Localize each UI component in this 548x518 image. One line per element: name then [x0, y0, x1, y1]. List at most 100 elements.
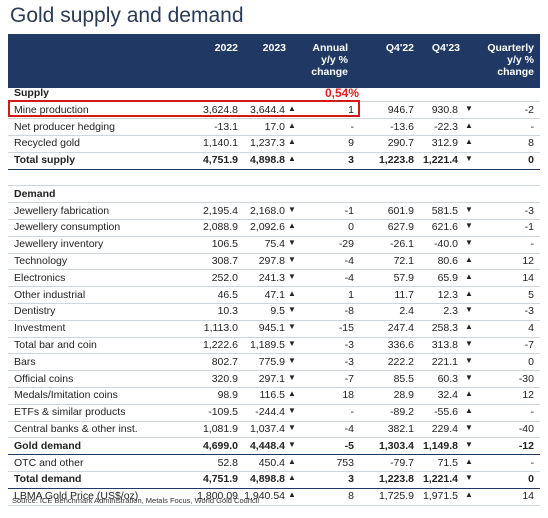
row-divider [8, 151, 540, 153]
value-2023: 450.4 [258, 456, 285, 469]
value-q4-23: 1,221.4 [422, 154, 458, 167]
value-q4-23: 60.3 [437, 372, 458, 385]
row-divider [8, 403, 540, 405]
up-arrow-icon: ▲ [465, 288, 473, 298]
value-2023: 945.1 [258, 322, 285, 335]
down-arrow-icon: ▼ [288, 322, 296, 332]
row-divider [8, 370, 540, 372]
value-2022: 2,195.4 [202, 204, 238, 217]
up-arrow-icon: ▲ [288, 389, 296, 399]
value-2023: 116.5 [259, 389, 286, 402]
value-2022: 252.0 [211, 271, 238, 284]
down-arrow-icon: ▼ [288, 355, 296, 365]
quarterly-change: 8 [528, 137, 534, 150]
value-2022: 10.3 [217, 305, 238, 318]
value-2022: 98.9 [217, 389, 238, 402]
value-q4-22: 28.9 [393, 389, 414, 402]
header-2022: 2022 [214, 42, 238, 54]
highlight-box [8, 100, 360, 117]
up-arrow-icon: ▲ [288, 120, 296, 130]
annual-change: -1 [344, 204, 354, 217]
row-divider [8, 185, 540, 187]
spacer-row [8, 169, 540, 186]
value-2023: 9.5 [270, 305, 285, 318]
quarterly-change: 12 [522, 389, 534, 402]
value-q4-23: 313.8 [431, 339, 458, 351]
row-label: Central banks & other inst. [14, 423, 138, 435]
quarterly-change: 12 [522, 255, 534, 267]
page-title: Gold supply and demand [10, 4, 244, 27]
row-label: Jewellery consumption [14, 221, 121, 234]
row-label: Demand [14, 187, 56, 200]
annual-change: -4 [344, 255, 354, 267]
up-arrow-icon: ▲ [465, 271, 473, 281]
quarterly-change: 0 [528, 154, 534, 167]
table-row: Total supply 4,751.9 4,898.8 ▲ 3 1,223.8 1,221… [8, 152, 540, 169]
annual-change: 3 [348, 473, 354, 486]
down-arrow-icon: ▼ [288, 255, 296, 264]
value-q4-22: 1,223.8 [378, 473, 414, 486]
table-row: Gold demand 4,699.0 4,448.4 ▼ -5 1,303.4 1,149… [8, 438, 540, 455]
value-2023: 241.3 [258, 271, 285, 284]
value-2022: 1,800.09 [197, 490, 238, 503]
annual-change: -8 [344, 305, 354, 318]
value-q4-22: 382.1 [387, 423, 414, 435]
value-q4-22: 1,725.9 [378, 490, 414, 503]
row-divider [8, 118, 540, 120]
annual-change: 8 [348, 490, 354, 503]
table-row: Net producer hedging -13.1 17.0 ▲ - -13.6 -22.… [8, 119, 540, 136]
value-2023: 1,189.5 [249, 339, 285, 351]
annual-change: -3 [344, 355, 354, 368]
row-divider [8, 470, 540, 472]
value-q4-22: 57.9 [393, 271, 414, 284]
table-row: Mine production 3,624.8 3,644.4 ▲ 1 946.7 930.… [8, 102, 540, 119]
value-q4-23: -22.3 [434, 120, 458, 133]
row-label: Recycled gold [14, 137, 80, 150]
value-2022: -109.5 [208, 406, 238, 419]
row-divider [8, 454, 540, 456]
row-divider [8, 302, 540, 304]
row-divider [8, 168, 540, 170]
value-q4-23: 71.5 [437, 456, 458, 469]
up-arrow-icon: ▲ [465, 255, 473, 264]
value-2023: 1,037.4 [249, 423, 285, 435]
value-2022: 106.5 [211, 238, 238, 251]
value-q4-22: 72.1 [393, 255, 414, 267]
table-header: 2022 2023 Annual y/y % change Q4'22 Q4'2… [8, 34, 540, 88]
row-divider [8, 336, 540, 338]
value-2022: 1,081.9 [202, 423, 238, 435]
up-arrow-icon: ▲ [465, 389, 473, 399]
value-2022: 1,140.1 [202, 137, 238, 150]
row-label: Supply [14, 87, 50, 99]
row-label: Bars [14, 355, 36, 368]
value-q4-23: 221.1 [431, 355, 458, 368]
value-q4-22: 627.9 [387, 221, 414, 234]
quarterly-change: -30 [518, 372, 534, 385]
quarterly-change: 5 [528, 288, 534, 301]
row-label: Net producer hedging [14, 120, 115, 133]
table-row: Bars 802.7 775.9 ▼ -3 222.2 221.1 ▼ 0 [8, 354, 540, 371]
table-row: Jewellery consumption 2,088.9 2,092.6 ▲ 0 627… [8, 219, 540, 236]
value-q4-22: 601.9 [387, 204, 414, 217]
up-arrow-icon: ▲ [465, 456, 473, 466]
up-arrow-icon: ▲ [465, 120, 473, 130]
annual-change: -15 [338, 322, 354, 335]
table-row: OTC and other 52.8 450.4 ▲ 753 -79.7 71.5 ▲ - [8, 455, 540, 472]
up-arrow-icon: ▲ [288, 288, 296, 298]
up-arrow-icon: ▲ [288, 154, 296, 164]
down-arrow-icon: ▼ [288, 339, 296, 348]
row-label: Technology [14, 255, 68, 267]
value-q4-23: 12.3 [437, 288, 458, 301]
value-q4-22: 2.4 [399, 305, 414, 318]
down-arrow-icon: ▼ [288, 423, 296, 432]
row-label: OTC and other [14, 456, 84, 469]
row-divider [8, 437, 540, 439]
row-label: Total bar and coin [14, 339, 97, 351]
annual-change: 1 [348, 103, 354, 116]
quarterly-change: 14 [522, 490, 534, 503]
value-q4-23: -55.6 [434, 406, 458, 419]
annual-change: 753 [336, 456, 354, 469]
table-row: Medals/Imitation coins 98.9 116.5 ▲ 18 28.9 32… [8, 387, 540, 404]
value-q4-22: -79.7 [390, 456, 414, 469]
value-2023: 2,092.6 [249, 221, 285, 234]
